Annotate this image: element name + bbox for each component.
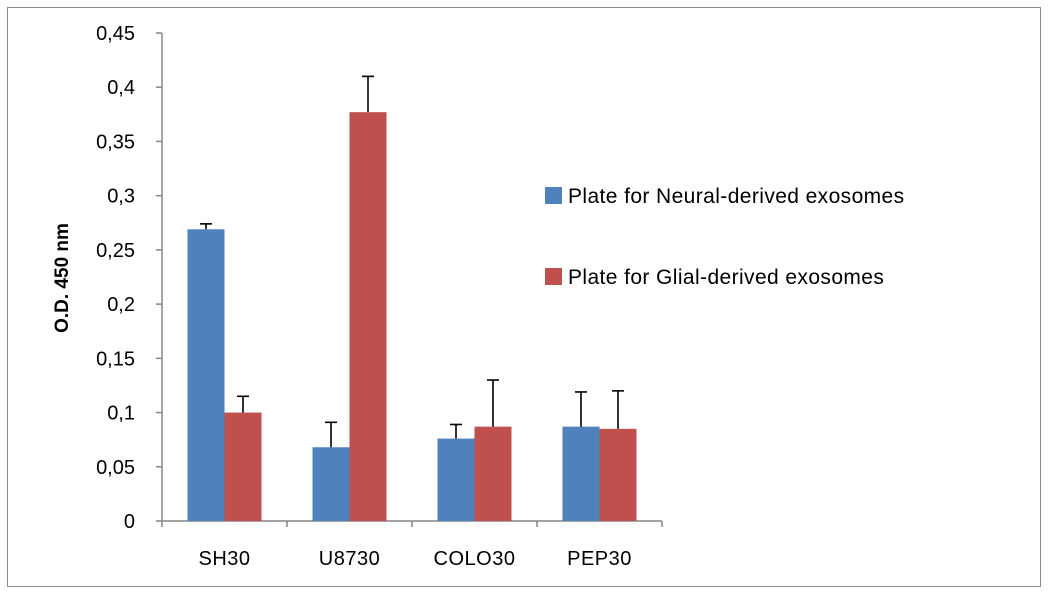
legend-swatch-glial — [545, 268, 562, 285]
bar-glial — [474, 426, 512, 521]
y-tick-label: 0,35 — [96, 131, 135, 153]
y-tick-label: 0,2 — [107, 294, 135, 316]
chart-frame — [7, 7, 1041, 587]
error-bars — [200, 75, 624, 448]
y-tick-label: 0,05 — [96, 457, 135, 479]
x-tick-label: SH30 — [198, 548, 250, 570]
bar-glial — [349, 112, 387, 522]
x-tick-label: U8730 — [319, 548, 380, 570]
y-axis-title: O.D. 450 nm — [52, 223, 73, 333]
legend: Plate for Neural-derived exosomes Plate f… — [545, 185, 905, 289]
legend-label-neural: Plate for Neural-derived exosomes — [568, 185, 905, 208]
bar-glial — [599, 428, 637, 521]
y-tick-label: 0,1 — [107, 403, 135, 425]
bar-neural — [562, 426, 600, 521]
x-tick-label: PEP30 — [567, 548, 632, 570]
bar-neural — [437, 438, 475, 521]
y-tick-label: 0,3 — [107, 186, 135, 208]
y-tick-label: 0 — [124, 511, 135, 533]
y-tick-label: 0,45 — [96, 23, 135, 45]
bar-glial — [224, 412, 262, 521]
bar-neural — [312, 447, 350, 521]
legend-label-glial: Plate for Glial-derived exosomes — [568, 266, 884, 289]
y-tick-label: 0,15 — [96, 348, 135, 370]
bar-neural — [187, 229, 225, 522]
y-tick-label: 0,4 — [107, 77, 135, 99]
bars — [187, 112, 637, 522]
x-tick-label: COLO30 — [434, 548, 516, 570]
tick-labels: 0 0,05 0,1 0,15 0,2 0,25 0,3 0,35 0,4 0,45 SH30 U87… — [96, 23, 632, 570]
y-tick-label: 0,25 — [96, 240, 135, 262]
legend-swatch-neural — [545, 187, 562, 204]
